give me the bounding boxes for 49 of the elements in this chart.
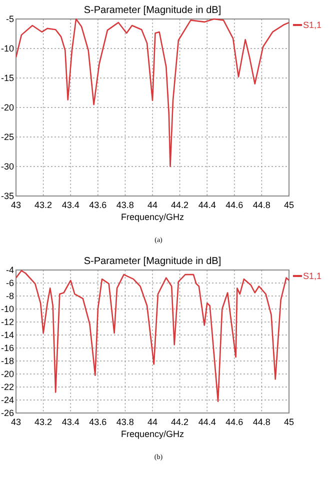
x-tick-label: 44.8 [252, 417, 270, 427]
chart-title: S-Parameter [Magnitude in dB] [84, 5, 222, 16]
legend-label: S1,1 [303, 20, 322, 30]
x-tick-label: 44.2 [171, 200, 189, 210]
x-tick-label: 43.2 [34, 200, 52, 210]
y-tick-label: -20 [0, 369, 14, 379]
y-tick-label: -10 [0, 44, 14, 54]
y-tick-label: -12 [0, 317, 14, 327]
y-tick-label: -8 [6, 291, 14, 301]
y-tick-label: -15 [0, 73, 14, 83]
x-tick-label: 45 [284, 200, 294, 210]
x-axis-title: Frequency/GHz [120, 212, 185, 222]
y-tick-label: -16 [0, 343, 14, 353]
line-series [16, 18, 289, 168]
x-tick-label: 44.2 [171, 417, 189, 427]
y-tick-label: -6 [6, 278, 14, 288]
x-tick-label: 43.6 [89, 417, 107, 427]
x-tick-label: 43.4 [62, 200, 80, 210]
y-tick-label: -25 [0, 132, 14, 142]
chart-title: S-Parameter [Magnitude in dB] [84, 256, 222, 267]
y-tick-label: -18 [0, 356, 14, 366]
x-tick-label: 45 [284, 417, 294, 427]
x-tick-label: 43 [10, 200, 22, 210]
x-tick-label: 44.4 [198, 417, 216, 427]
y-tick-label: -14 [0, 330, 14, 340]
x-tick-label: 43.6 [89, 200, 107, 210]
y-tick-label: -22 [0, 382, 14, 392]
x-tick-label: 43.8 [116, 200, 134, 210]
x-axis-title: Frequency/GHz [120, 429, 185, 439]
y-tick-label: -26 [0, 408, 14, 418]
y-tick-label: -10 [0, 304, 14, 314]
y-tick-label: -24 [0, 395, 14, 405]
y-tick-label: -4 [6, 265, 14, 275]
line-series [16, 270, 289, 402]
x-tick-label: 44.4 [198, 200, 216, 210]
x-tick-label: 44 [147, 417, 158, 427]
y-tick-label: -30 [0, 162, 14, 172]
x-tick-label: 44.6 [226, 417, 244, 427]
y-tick-label: -35 [0, 191, 14, 201]
x-tick-label: 44.8 [252, 200, 270, 210]
x-tick-label: 44 [147, 200, 158, 210]
x-tick-label: 43.8 [116, 417, 134, 427]
y-tick-label: -5 [6, 14, 14, 24]
x-tick-label: 43.2 [34, 417, 52, 427]
x-tick-label: 44.6 [226, 200, 244, 210]
x-tick-label: 43 [10, 417, 22, 427]
legend-label: S1,1 [303, 271, 322, 281]
y-tick-label: -20 [0, 102, 14, 112]
x-tick-label: 43.4 [62, 417, 80, 427]
